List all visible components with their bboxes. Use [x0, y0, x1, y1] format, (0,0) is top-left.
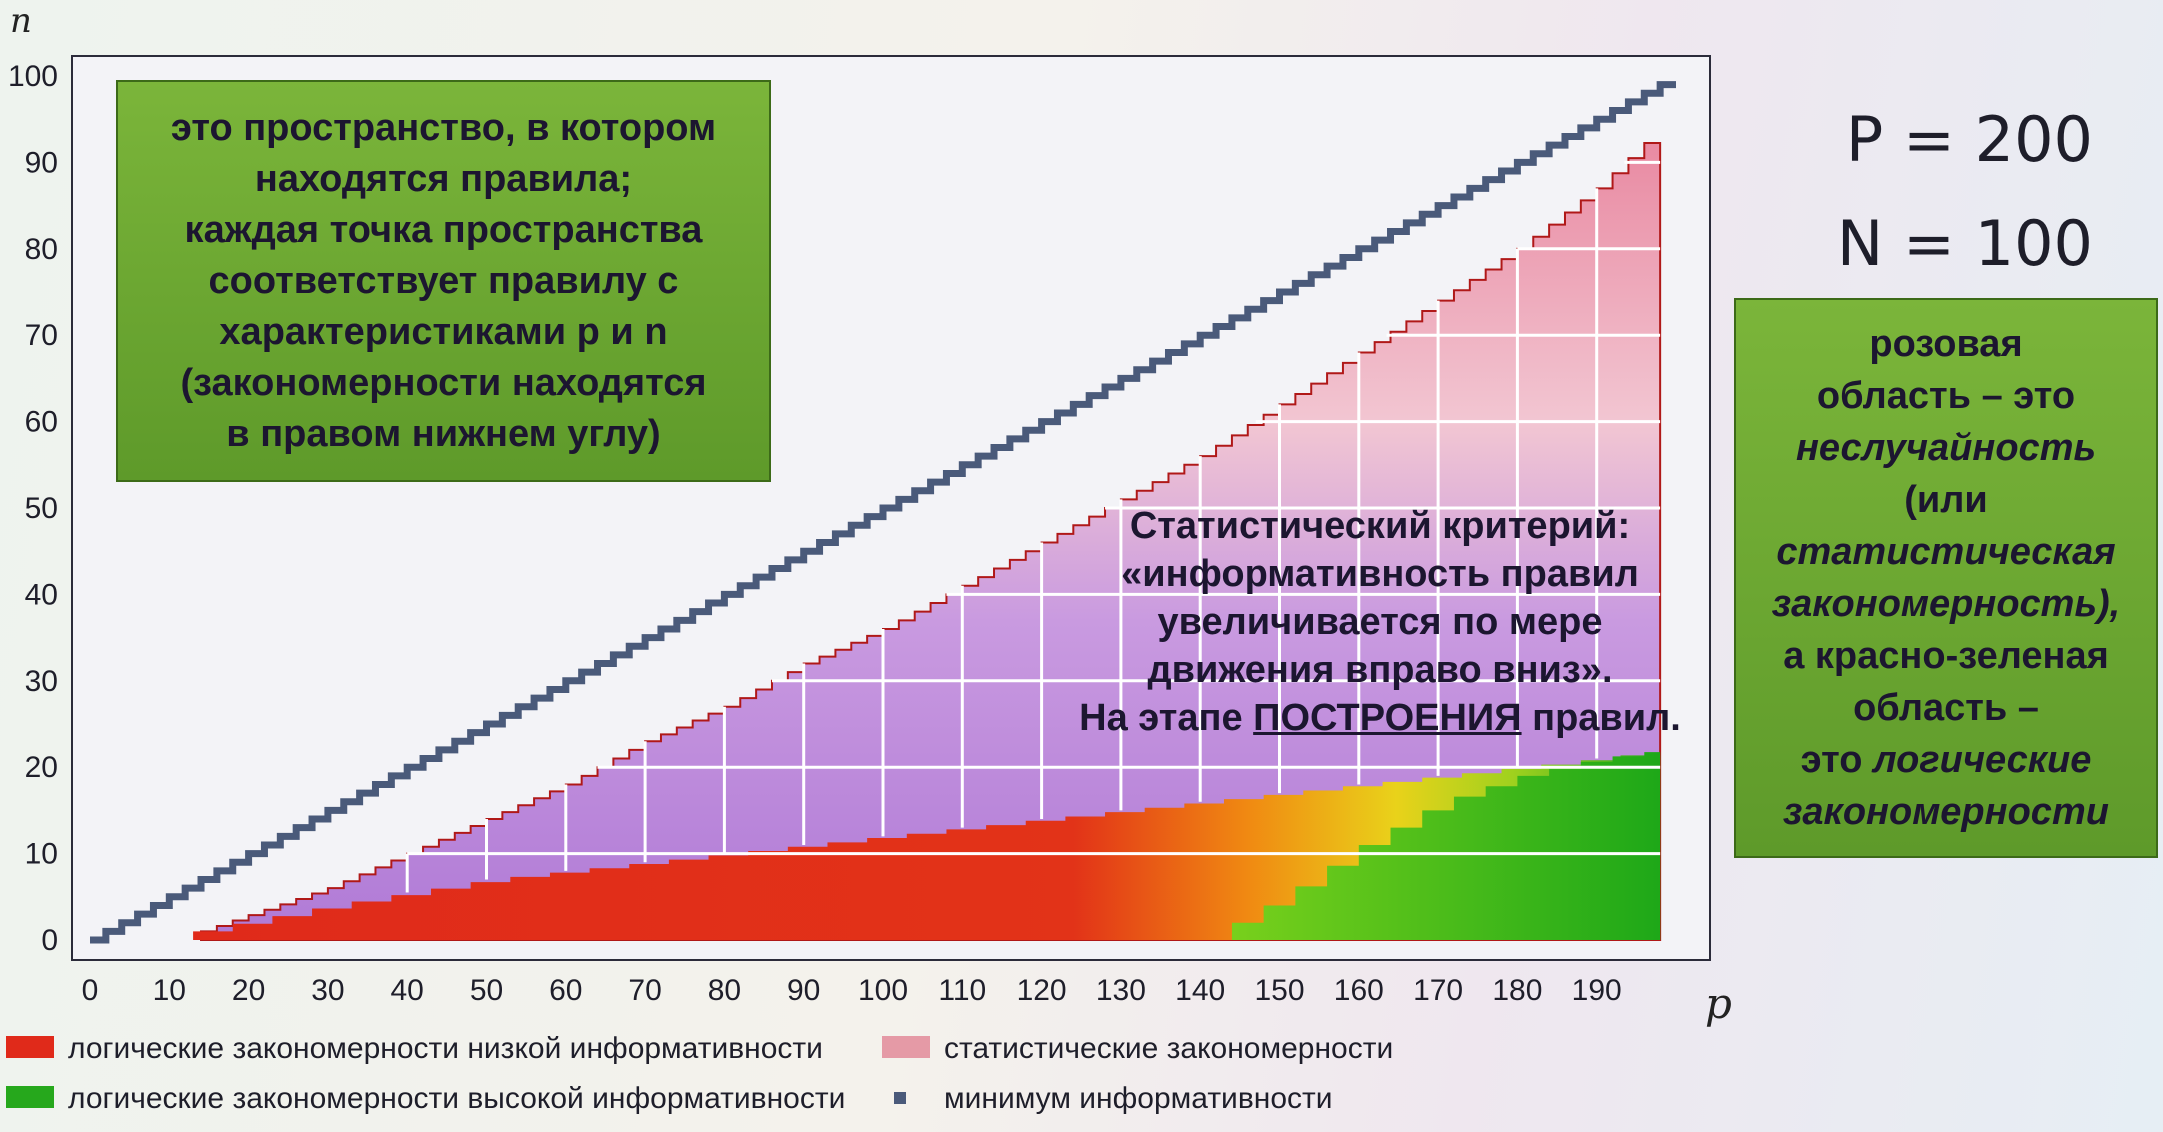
y-axis-label: n [10, 1, 32, 41]
x-tick-label: 150 [1254, 974, 1304, 1007]
explanation-line: закономерности [1783, 791, 2109, 833]
x-tick-label: 40 [391, 974, 424, 1007]
statistical-region [200, 141, 1662, 941]
legend-swatch [6, 1086, 54, 1108]
x-tick-label: 20 [232, 974, 265, 1007]
legend-label: минимум информативности [944, 1082, 1333, 1115]
x-tick-label: 130 [1096, 974, 1146, 1007]
x-tick-label: 110 [938, 974, 986, 1007]
legend-swatch [6, 1036, 54, 1058]
x-tick-label: 10 [153, 974, 186, 1007]
y-tick-label: 50 [25, 492, 58, 525]
y-tick-label: 60 [25, 406, 58, 439]
explanation-line: соответствует правилу с [208, 259, 679, 302]
construction-emphasis: ПОСТРОЕНИЯ [1253, 697, 1522, 739]
criterion-line: «информативность правил [1121, 553, 1639, 595]
explanation-line: находятся правила; [254, 157, 633, 200]
explanation-line: а красно-зеленая [1783, 635, 2109, 677]
explanation-line: это логические [1800, 739, 2092, 781]
legend-explanation-box: розовая область – это неслучайность (или… [1734, 298, 2158, 858]
explanation-line: (закономерности находятся [180, 361, 707, 404]
parameters: P = 200 N = 100 [1837, 88, 2093, 296]
x-axis-label: p [1705, 979, 1732, 1028]
x-tick-label: 90 [787, 974, 820, 1007]
criterion-line-last: На этапе ПОСТРОЕНИЯ правил. [1079, 697, 1681, 739]
x-tick-label: 80 [708, 974, 741, 1007]
criterion-line: увеличивается по мере [1157, 601, 1603, 643]
x-tick-label: 50 [470, 974, 503, 1007]
explanation-line: это пространство, в котором [170, 106, 717, 149]
param-N: N = 100 [1836, 207, 2093, 280]
param-P: P = 200 [1845, 103, 2093, 176]
logical-high-region [1200, 752, 1661, 940]
x-tick-label: 120 [1017, 974, 1067, 1007]
legend: логические закономерности низкой информа… [6, 1032, 1393, 1115]
criterion-line: Статистический критерий: [1129, 505, 1631, 547]
y-tick-label: 80 [25, 233, 58, 266]
explanation-line: закономерность), [1771, 583, 2121, 625]
x-tick-label: 180 [1492, 974, 1542, 1007]
explanation-line: статистическая [1776, 531, 2116, 573]
explanation-box: это пространство, в котором находятся пр… [116, 80, 771, 482]
explanation-line: область – [1853, 687, 2039, 729]
x-tick-label: 160 [1334, 974, 1384, 1007]
x-tick-label: 170 [1413, 974, 1463, 1007]
explanation-line: область – это [1816, 375, 2076, 417]
criterion-annotation: Статистический критерий: «информативност… [1060, 502, 1700, 742]
legend-label: логические закономерности высокой информ… [68, 1082, 845, 1115]
x-tick-label: 190 [1572, 974, 1622, 1007]
legend-label: логические закономерности низкой информа… [68, 1032, 823, 1065]
y-tick-label: 90 [25, 146, 58, 179]
y-tick-label: 100 [8, 60, 58, 93]
x-tick-label: 0 [82, 974, 99, 1007]
legend-swatch [894, 1092, 906, 1104]
y-tick-label: 70 [25, 319, 58, 352]
explanation-line: каждая точка пространства [184, 208, 703, 251]
explanation-line: (или [1904, 479, 1988, 521]
logical-low-region [193, 755, 1661, 940]
y-tick-label: 0 [41, 924, 58, 957]
legend-swatch [882, 1036, 930, 1058]
y-tick-label: 30 [25, 665, 58, 698]
explanation-line: розовая [1869, 323, 2023, 365]
x-tick-label: 100 [858, 974, 908, 1007]
x-tick-label: 60 [549, 974, 582, 1007]
x-tick-label: 140 [1175, 974, 1225, 1007]
legend-label: статистические закономерности [944, 1032, 1393, 1065]
diagonal-line [90, 81, 1676, 944]
y-tick-label: 40 [25, 578, 58, 611]
explanation-line: неслучайность [1795, 427, 2097, 469]
x-tick-label: 70 [628, 974, 661, 1007]
y-tick-label: 20 [25, 751, 58, 784]
y-tick-label: 10 [25, 838, 58, 871]
explanation-line: в правом нижнем углу) [226, 412, 661, 455]
criterion-line: движения вправо вниз». [1147, 649, 1613, 691]
explanation-line: характеристиками p и n [219, 310, 668, 353]
x-tick-label: 30 [311, 974, 344, 1007]
